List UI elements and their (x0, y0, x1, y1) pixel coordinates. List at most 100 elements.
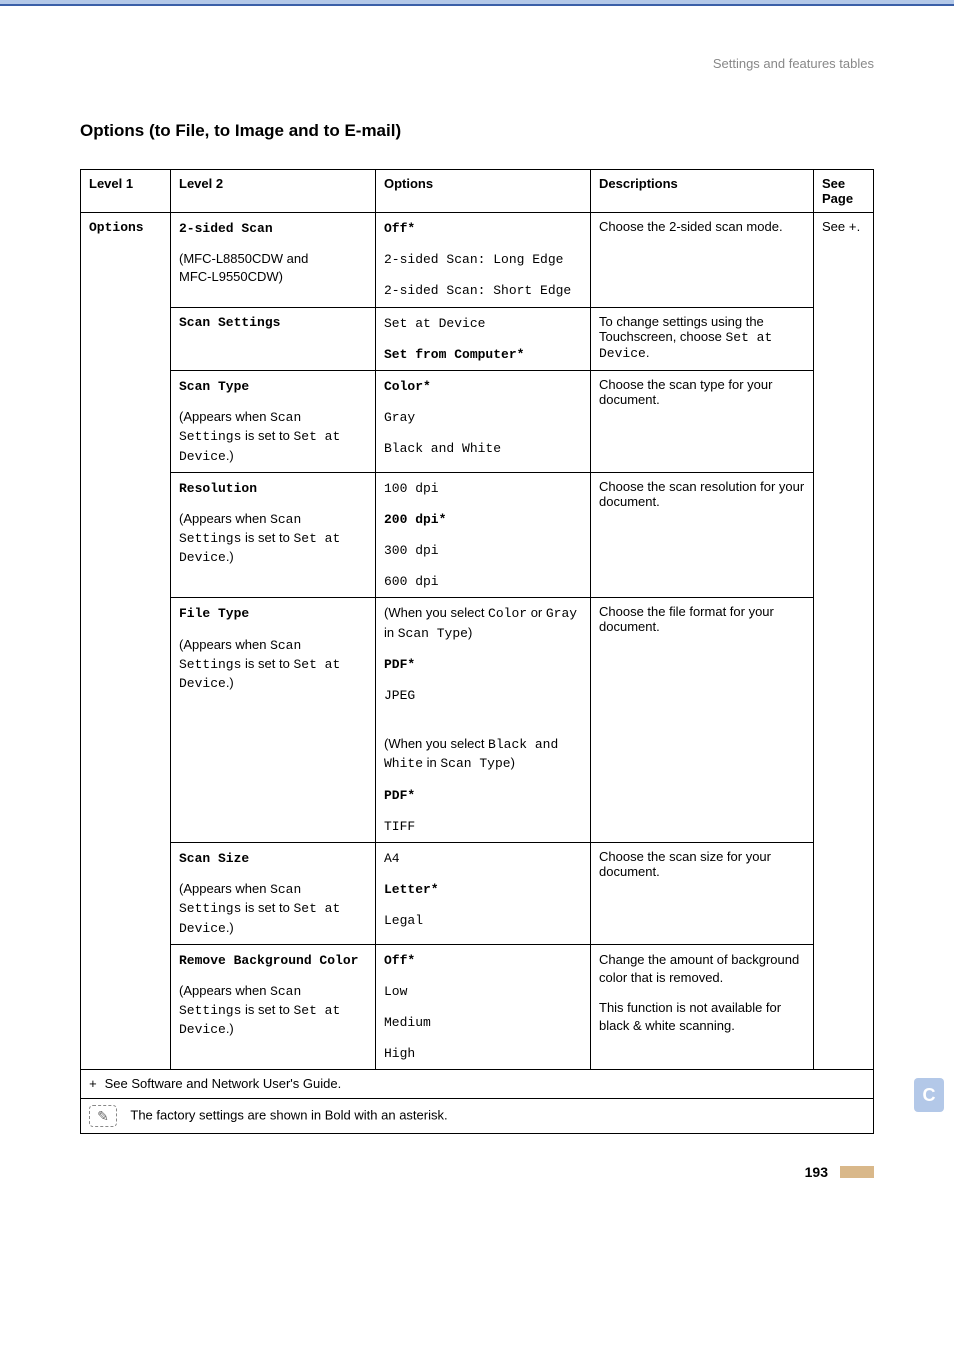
txt: .) (226, 549, 234, 564)
cell-file-type: File Type (Appears when Scan Settings is… (171, 598, 376, 843)
txt: is set to (245, 900, 293, 915)
txt: is set to (245, 656, 293, 671)
lbl: 2-sided Scan (179, 221, 273, 236)
txt: .) (226, 675, 234, 690)
cell-scan-type-desc: Choose the scan type for your document. (591, 370, 814, 472)
opt: 2-sided Scan: Short Edge (384, 283, 571, 298)
txt: is set to (245, 428, 293, 443)
txt: in (384, 625, 398, 640)
note-icon: ✎ (89, 1105, 117, 1127)
cell-remove-bg-options: Off* Low Medium High (376, 944, 591, 1070)
txt: in (427, 755, 441, 770)
cell-level1-options: Options (81, 213, 171, 1070)
cell-scan-type-options: Color* Gray Black and White (376, 370, 591, 472)
level1-label: Options (89, 220, 144, 235)
options-table: Level 1 Level 2 Options Descriptions See… (80, 169, 874, 1134)
opt: Letter* (384, 882, 439, 897)
txt-mono: Scan Type (398, 626, 468, 641)
cell-resolution-desc: Choose the scan resolution for your docu… (591, 472, 814, 598)
opt: 2-sided Scan: Long Edge (384, 252, 563, 267)
cell-scan-type: Scan Type (Appears when Scan Settings is… (171, 370, 376, 472)
desc: Choose the 2-sided scan mode. (599, 219, 783, 234)
cell-resolution: Resolution (Appears when Scan Settings i… (171, 472, 376, 598)
lbl: Resolution (179, 481, 257, 496)
opt: 200 dpi* (384, 512, 446, 527)
opt: Off* (384, 221, 415, 236)
cell-scan-settings-options: Set at Device Set from Computer* (376, 307, 591, 370)
opt: High (384, 1046, 415, 1061)
txt: (Appears when (179, 983, 270, 998)
txt: (When you select (384, 736, 488, 751)
opt: Color* (384, 379, 431, 394)
opt: Legal (384, 913, 423, 928)
opt: Off* (384, 953, 415, 968)
txt: (Appears when (179, 881, 270, 896)
opt: Black and White (384, 441, 501, 456)
desc: Choose the scan resolution for your docu… (599, 479, 804, 509)
cell-2sided-scan: 2-sided Scan (MFC-L8850CDW and MFC-L9550… (171, 213, 376, 308)
th-descriptions: Descriptions (591, 170, 814, 213)
opt: 600 dpi (384, 574, 439, 589)
breadcrumb: Settings and features tables (80, 56, 874, 71)
opt: PDF* (384, 657, 415, 672)
lbl: Scan Settings (179, 315, 280, 330)
txt: (When you select (384, 605, 488, 620)
cell-remove-bg: Remove Background Color (Appears when Sc… (171, 944, 376, 1070)
lbl: Scan Size (179, 851, 249, 866)
opt: 100 dpi (384, 481, 439, 496)
opt: Set from Computer* (384, 347, 524, 362)
see-period: . (857, 219, 861, 234)
txt: is set to (245, 1002, 293, 1017)
txt: (Appears when (179, 511, 270, 526)
opt: JPEG (384, 688, 415, 703)
txt-mono: Color (488, 606, 527, 621)
txt: MFC-L9550CDW) (179, 269, 283, 284)
desc: Choose the scan size for your document. (599, 849, 771, 879)
cell-remove-bg-desc: Change the amount of background color th… (591, 944, 814, 1070)
cell-scan-size-options: A4 Letter* Legal (376, 842, 591, 944)
desc: Choose the scan type for your document. (599, 377, 772, 407)
footnote-text: See Software and Network User's Guide. (105, 1076, 342, 1091)
cell-file-type-options: (When you select Color or Gray in Scan T… (376, 598, 591, 843)
desc: This function is not available for black… (599, 1000, 781, 1033)
cell-2sided-options: Off* 2-sided Scan: Long Edge 2-sided Sca… (376, 213, 591, 308)
footer-bar (840, 1166, 874, 1178)
lbl: Remove Background Color (179, 953, 358, 968)
txt: or (531, 605, 546, 620)
th-level2: Level 2 (171, 170, 376, 213)
opt: Low (384, 984, 407, 999)
cell-scan-settings-desc: To change settings using the Touchscreen… (591, 307, 814, 370)
cell-footnote: + See Software and Network User's Guide. (81, 1070, 874, 1099)
desc: Change the amount of background color th… (599, 952, 799, 985)
txt: is set to (245, 530, 293, 545)
txt: ) (511, 755, 515, 770)
note-text: The factory settings are shown in Bold w… (130, 1108, 447, 1123)
opt: PDF* (384, 788, 415, 803)
lbl: Scan Type (179, 379, 249, 394)
txt: .) (226, 920, 234, 935)
opt: A4 (384, 851, 400, 866)
lbl: File Type (179, 606, 249, 621)
th-options: Options (376, 170, 591, 213)
desc: Choose the file format for your document… (599, 604, 774, 634)
cell-scan-settings: Scan Settings (171, 307, 376, 370)
txt-mono: Scan Type (440, 756, 510, 771)
th-see: See Page (814, 170, 874, 213)
opt: 300 dpi (384, 543, 439, 558)
txt: (Appears when (179, 409, 270, 424)
cell-note: ✎ The factory settings are shown in Bold… (81, 1099, 874, 1134)
cell-resolution-options: 100 dpi 200 dpi* 300 dpi 600 dpi (376, 472, 591, 598)
txt: .) (226, 448, 234, 463)
cell-scan-size-desc: Choose the scan size for your document. (591, 842, 814, 944)
txt: (MFC-L8850CDW and (179, 251, 308, 266)
txt: .) (226, 1021, 234, 1036)
opt: Gray (384, 410, 415, 425)
cell-see: See +. (814, 213, 874, 1070)
opt: Set at Device (384, 316, 485, 331)
cell-file-type-desc: Choose the file format for your document… (591, 598, 814, 843)
see-symbol: + (849, 220, 857, 235)
th-level1: Level 1 (81, 170, 171, 213)
section-tab: C (914, 1078, 944, 1112)
opt: Medium (384, 1015, 431, 1030)
txt-mono: Gray (546, 606, 577, 621)
